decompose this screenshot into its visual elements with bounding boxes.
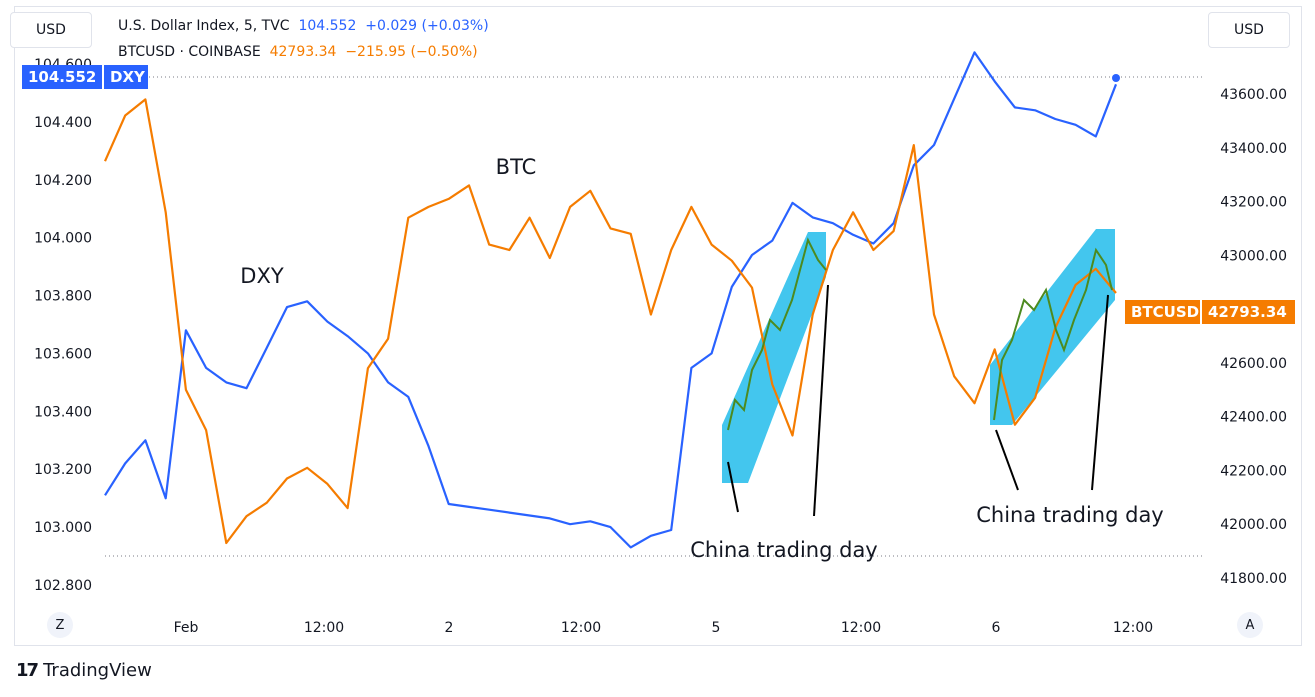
legend-dxy-change: +0.029 (+0.03%) (365, 18, 489, 34)
left-tick-label: 103.400 (34, 404, 92, 420)
dxy-price-tag: 104.552 (22, 65, 102, 89)
annotation-china-1: China trading day (690, 538, 878, 562)
right-tick-label: 43600.00 (1220, 87, 1287, 103)
tradingview-logo-icon: 17 (16, 660, 39, 681)
legend-btc-name: BTCUSD · COINBASE (118, 44, 261, 60)
left-tick-label: 104.200 (34, 173, 92, 189)
arrow-1b (813, 284, 829, 517)
legend-btc-price: 42793.34 (269, 44, 337, 60)
right-tick-label: 43400.00 (1220, 141, 1287, 157)
legend-dxy-price: 104.552 (298, 18, 357, 34)
auto-scale-right-button[interactable]: A (1237, 612, 1263, 638)
time-tick-label: 12:00 (304, 620, 344, 636)
time-tick-label: 2 (445, 620, 454, 636)
left-tick-label: 103.800 (34, 289, 92, 305)
arrow-2b (1091, 294, 1109, 491)
time-tick-label: 5 (712, 620, 721, 636)
time-tick-label: 12:00 (841, 620, 881, 636)
left-tick-label: 103.000 (34, 520, 92, 536)
series-line-dxy[interactable] (104, 51, 1118, 549)
legend-dxy-name: U.S. Dollar Index, 5, TVC (118, 18, 290, 34)
annotation-china-2: China trading day (976, 503, 1164, 527)
dxy-last-point (1112, 74, 1120, 82)
right-tick-label: 42600.00 (1220, 356, 1287, 372)
left-tick-label: 104.000 (34, 231, 92, 247)
left-tick-label: 103.600 (34, 346, 92, 362)
time-axis[interactable]: Feb 12:00 2 12:00 5 12:00 6 12:00 (174, 620, 1154, 636)
time-tick-label: Feb (174, 620, 199, 636)
btc-price-tag: 42793.34 (1202, 300, 1295, 324)
brand-name: TradingView (43, 660, 152, 681)
right-tick-label: 42000.00 (1220, 517, 1287, 533)
dxy-name-tag: DXY (104, 65, 148, 89)
legend-btc[interactable]: BTCUSD · COINBASE 42793.34 −215.95 (−0.5… (118, 44, 478, 60)
left-tick-label: 103.200 (34, 462, 92, 478)
arrow-1a (727, 461, 739, 513)
highlight-trace-1 (727, 237, 827, 431)
btc-name-tag: BTCUSD (1125, 300, 1200, 324)
left-axis[interactable]: 104.600104.400104.200104.000103.800103.6… (34, 57, 92, 594)
time-tick-label: 6 (992, 620, 1001, 636)
left-currency-button[interactable]: USD (10, 12, 92, 48)
highlight-band-2 (990, 229, 1115, 425)
right-tick-label: 43200.00 (1220, 195, 1287, 211)
right-tick-label: 42400.00 (1220, 410, 1287, 426)
left-tick-label: 102.800 (34, 578, 92, 594)
series-line-btcusd[interactable] (103, 98, 1117, 545)
time-tick-label: 12:00 (1113, 620, 1153, 636)
right-tick-label: 41800.00 (1220, 571, 1287, 587)
tradingview-branding[interactable]: 17 TradingView (16, 660, 152, 681)
annotation-btc: BTC (496, 155, 537, 179)
arrow-2a (995, 429, 1019, 491)
legend-btc-change: −215.95 (−0.50%) (345, 44, 478, 60)
highlight-trace-2 (993, 247, 1113, 421)
right-tick-label: 43000.00 (1220, 248, 1287, 264)
left-tick-label: 104.400 (34, 115, 92, 131)
legend-dxy[interactable]: U.S. Dollar Index, 5, TVC 104.552 +0.029… (118, 18, 489, 34)
right-currency-button[interactable]: USD (1208, 12, 1290, 48)
auto-scale-left-button[interactable]: Z (47, 612, 73, 638)
time-tick-label: 12:00 (561, 620, 601, 636)
right-tick-label: 42200.00 (1220, 463, 1287, 479)
annotation-dxy: DXY (240, 264, 284, 288)
right-axis[interactable]: 43600.0043400.0043200.0043000.0042800.00… (1220, 87, 1287, 587)
highlight-band-1 (722, 232, 826, 483)
